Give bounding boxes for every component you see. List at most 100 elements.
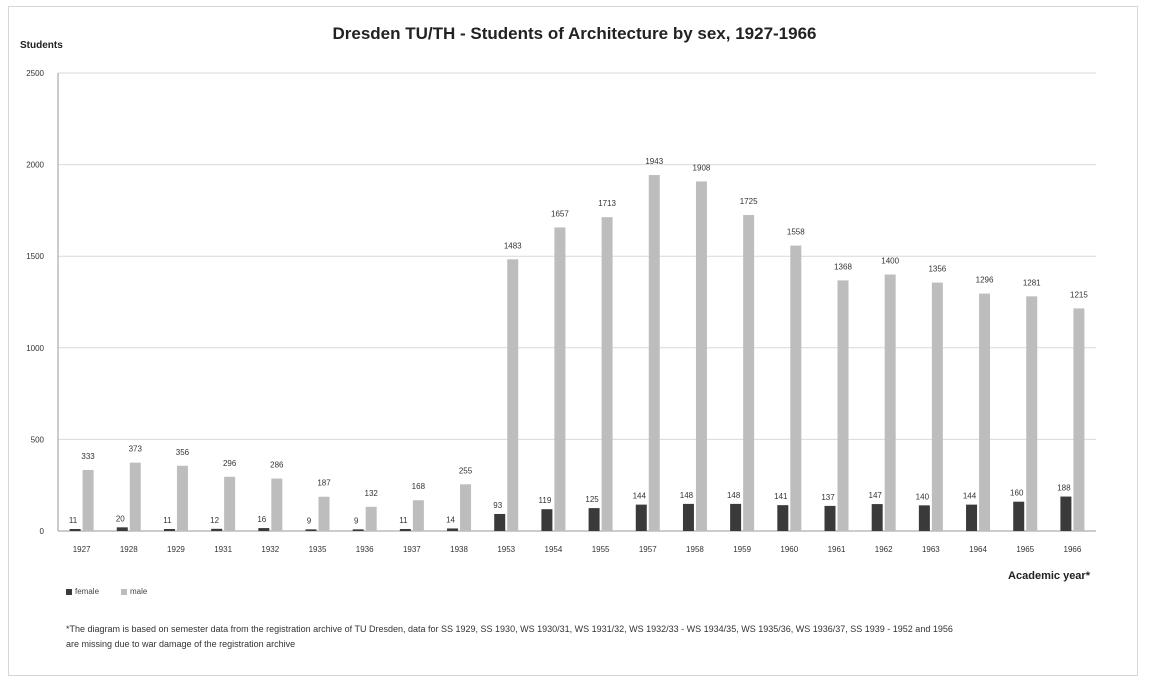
bar-female [1060,496,1072,531]
data-label-female: 119 [539,496,552,505]
data-label-female: 148 [680,491,694,500]
data-label-female: 144 [633,492,647,501]
footnote: *The diagram is based on semester data f… [66,624,953,649]
bar-female [730,503,742,531]
x-tick-label: 1963 [922,545,940,554]
data-label-male: 168 [412,482,426,491]
x-tick-label: 1965 [1016,545,1034,554]
bar-male [129,462,141,531]
bar-female [541,509,553,531]
bar-male [979,293,991,531]
y-tick-label: 1500 [26,252,44,261]
y-tick-label: 2500 [26,69,44,78]
data-label-female: 9 [307,516,312,525]
bar-female [447,528,459,531]
x-tick-label: 1938 [450,545,468,554]
bar-female [352,529,364,531]
data-label-female: 11 [69,516,78,525]
bar-male [460,484,472,531]
x-tick-label: 1932 [261,545,279,554]
data-label-female: 125 [585,495,599,504]
legend-swatch-male [121,588,128,595]
data-label-male: 1296 [976,276,994,285]
data-label-female: 160 [1010,489,1024,498]
legend-label-male: male [130,587,148,596]
y-tick-label: 1000 [26,344,44,353]
data-label-male: 1215 [1070,290,1088,299]
data-label-male: 373 [129,445,143,454]
data-label-female: 147 [869,491,883,500]
data-label-female: 20 [116,514,125,523]
bar-female [635,504,647,531]
data-label-female: 188 [1057,484,1071,493]
bar-male [365,506,377,531]
x-tick-label: 1937 [403,545,421,554]
bar-male [1073,308,1085,531]
bar-female [1013,501,1025,531]
data-label-male: 1400 [881,257,899,266]
bar-female [777,505,789,531]
bar-male [507,259,519,531]
data-label-male: 1725 [740,197,758,206]
bar-male [176,465,188,531]
x-tick-label: 1961 [828,545,846,554]
x-tick-label: 1953 [497,545,515,554]
bar-male [554,227,566,531]
data-label-male: 132 [365,489,379,498]
x-tick-label: 1964 [969,545,987,554]
bar-female [399,528,411,531]
bar-female [966,504,978,531]
data-label-female: 93 [493,501,502,510]
bar-male [884,274,896,531]
data-label-female: 137 [821,493,835,502]
data-label-female: 11 [399,516,408,525]
bar-male [318,496,330,531]
data-label-male: 1281 [1023,278,1041,287]
bar-female [305,529,317,531]
bar-female [494,513,506,531]
data-label-male: 356 [176,448,190,457]
x-tick-label: 1931 [214,545,232,554]
data-label-male: 1356 [928,265,946,274]
y-tick-label: 2000 [26,161,44,170]
data-label-male: 286 [270,461,284,470]
data-label-male: 1483 [504,241,522,250]
bar-male [224,476,236,531]
data-label-male: 296 [223,459,237,468]
bar-male [743,214,755,532]
x-tick-label: 1954 [545,545,563,554]
data-label-male: 187 [317,479,331,488]
bar-female [588,508,600,531]
data-label-female: 14 [446,515,455,524]
chart-frame [8,6,1138,676]
x-tick-label: 1927 [73,545,91,554]
data-label-male: 1713 [598,199,616,208]
y-axis-label: Students [20,40,63,51]
x-tick-label: 1966 [1064,545,1082,554]
legend: female male [66,587,147,596]
data-label-female: 16 [257,515,266,524]
bar-male [1026,296,1038,531]
data-label-female: 141 [774,492,788,501]
x-tick-label: 1928 [120,545,138,554]
data-label-male: 1558 [787,228,805,237]
legend-label-female: female [75,587,100,596]
bar-male [931,282,943,531]
bar-female [258,528,270,531]
data-label-female: 148 [727,491,741,500]
x-tick-label: 1958 [686,545,704,554]
data-label-male: 1908 [693,163,711,172]
y-tick-label: 500 [31,435,45,444]
x-tick-label: 1955 [592,545,610,554]
x-tick-label: 1935 [309,545,327,554]
x-tick-label: 1960 [780,545,798,554]
bar-male [271,478,283,531]
bar-female [682,503,694,531]
data-label-male: 255 [459,466,473,475]
data-label-female: 144 [963,492,977,501]
bar-male [648,175,660,531]
bar-male [837,280,849,531]
data-label-female: 12 [210,516,219,525]
bar-female [211,528,223,531]
